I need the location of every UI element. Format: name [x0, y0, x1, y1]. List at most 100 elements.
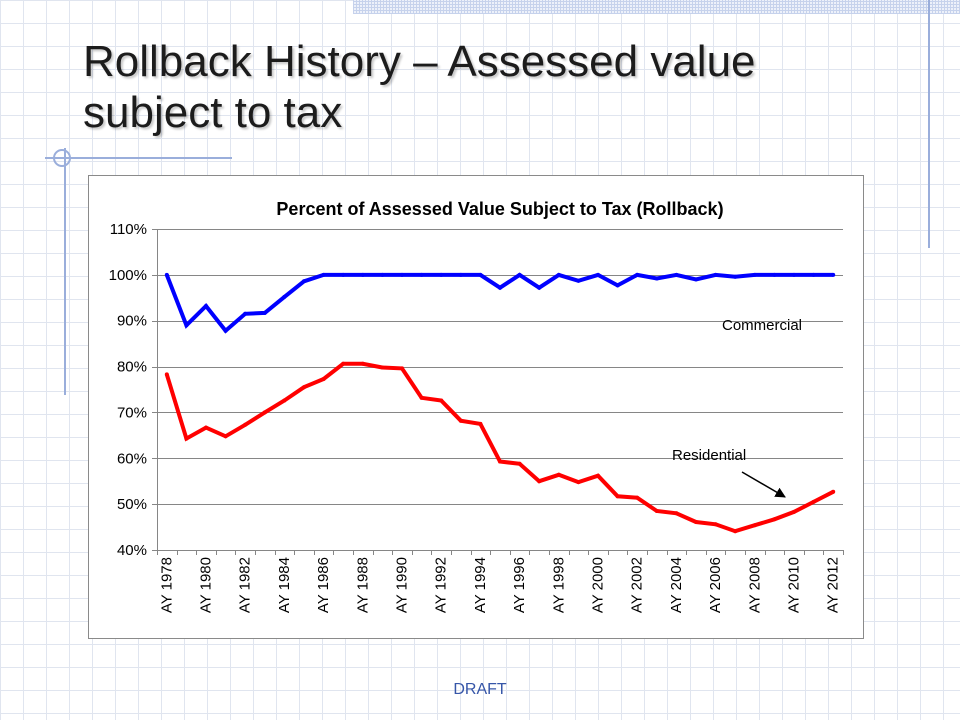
- residential-point: [792, 509, 796, 514]
- decor-vertical-line-left: [64, 148, 66, 395]
- footer-draft-label: DRAFT: [453, 681, 507, 698]
- slide-title-line-2: subject to tax: [83, 88, 343, 137]
- x-tick-label: AY 1984: [276, 557, 293, 613]
- header-pattern-band: [353, 0, 960, 14]
- rollback-chart: Percent of Assessed Value Subject to Tax…: [88, 175, 864, 639]
- x-tick-label: AY 1982: [237, 557, 254, 613]
- residential-point: [478, 421, 483, 426]
- commercial-label: Commercial: [722, 317, 802, 334]
- y-tick-label: 100%: [109, 267, 147, 284]
- residential-point: [733, 529, 738, 534]
- commercial-point: [498, 285, 502, 290]
- commercial-point: [537, 285, 542, 290]
- x-tick-label: AY 1986: [315, 557, 332, 613]
- commercial-point: [223, 328, 228, 333]
- residential-point: [439, 398, 444, 403]
- commercial-point: [164, 272, 169, 277]
- y-tick-label: 80%: [117, 359, 147, 376]
- commercial-point: [360, 272, 365, 277]
- y-tick-label: 40%: [117, 542, 147, 559]
- commercial-point: [694, 277, 698, 282]
- x-tick-label: AY 2000: [590, 557, 607, 613]
- commercial-point: [419, 272, 424, 277]
- commercial-point: [321, 272, 326, 277]
- commercial-point: [184, 323, 189, 328]
- residential-point: [596, 473, 600, 478]
- y-axis-tick-labels: 40% 50% 60% 70% 80% 90% 100% 110%: [109, 221, 147, 559]
- residential-point: [321, 377, 326, 381]
- commercial-point: [302, 279, 306, 284]
- commercial-point: [517, 272, 522, 277]
- commercial-point: [341, 272, 346, 277]
- residential-point: [302, 385, 306, 390]
- commercial-point: [576, 278, 581, 283]
- commercial-point: [615, 283, 620, 288]
- residential-label: Residential: [672, 447, 746, 464]
- residential-point: [419, 395, 424, 400]
- commercial-point: [831, 272, 836, 277]
- residential-point: [498, 459, 502, 464]
- commercial-point: [674, 272, 679, 277]
- residential-point: [772, 517, 777, 522]
- residential-point: [262, 410, 267, 415]
- residential-point: [615, 494, 620, 499]
- residential-point: [576, 480, 581, 485]
- commercial-point: [811, 272, 816, 277]
- commercial-point: [733, 274, 738, 279]
- commercial-point: [243, 311, 248, 316]
- x-tick-label: AY 2006: [707, 557, 724, 613]
- commercial-point: [752, 272, 757, 277]
- commercial-point: [596, 272, 600, 277]
- commercial-point: [713, 272, 718, 277]
- residential-point: [517, 461, 522, 466]
- y-tick-label: 70%: [117, 404, 147, 421]
- y-tick-label: 50%: [117, 496, 147, 513]
- commercial-point: [204, 304, 208, 308]
- residential-point: [360, 361, 365, 366]
- x-tick-label: AY 1996: [511, 557, 528, 613]
- decor-horizontal-line: [45, 157, 232, 159]
- slide-title-line-1: Rollback History – Assessed value: [83, 37, 756, 86]
- residential-point: [674, 511, 679, 516]
- x-tick-label: AY 1998: [550, 557, 567, 613]
- residential-point: [654, 509, 659, 513]
- chart-frame: [88, 175, 864, 639]
- decor-vertical-line-right: [928, 0, 930, 248]
- residential-point: [713, 522, 718, 527]
- residential-point: [282, 398, 287, 403]
- x-tick-label: AY 1980: [198, 557, 215, 613]
- commercial-point: [282, 294, 287, 299]
- commercial-point: [772, 272, 777, 277]
- commercial-point: [262, 310, 267, 315]
- decor-circle: [53, 149, 71, 167]
- x-tick-label: AY 1994: [472, 557, 489, 613]
- residential-point: [831, 489, 836, 494]
- x-tick-label: AY 1988: [354, 557, 371, 613]
- residential-point: [556, 472, 561, 477]
- series-lines: [164, 272, 836, 534]
- x-tick-label: AY 1978: [158, 557, 175, 613]
- commercial-point: [478, 272, 483, 277]
- commercial-point: [635, 272, 640, 277]
- residential-point: [380, 365, 385, 370]
- commercial-point: [792, 272, 796, 277]
- residential-point: [164, 372, 169, 377]
- commercial-point: [556, 272, 561, 277]
- residential-point: [458, 418, 463, 423]
- y-tick-label: 60%: [117, 450, 147, 467]
- commercial-point: [439, 272, 444, 277]
- residential-point: [811, 499, 816, 504]
- residential-point: [184, 436, 189, 441]
- commercial-point: [654, 276, 659, 281]
- commercial-point: [380, 272, 385, 277]
- x-tick-label: AY 1990: [394, 557, 411, 613]
- x-tick-label: AY 2008: [746, 557, 763, 613]
- commercial-point: [400, 272, 404, 277]
- x-tick-label: AY 2012: [825, 557, 842, 613]
- x-tick-label: AY 2010: [786, 557, 803, 613]
- slide-title: Rollback History – Assessed value subjec…: [83, 36, 756, 138]
- x-tick-label: AY 1992: [433, 557, 450, 613]
- residential-point: [400, 366, 404, 371]
- residential-point: [694, 520, 698, 524]
- x-tick-label: AY 2004: [668, 557, 685, 613]
